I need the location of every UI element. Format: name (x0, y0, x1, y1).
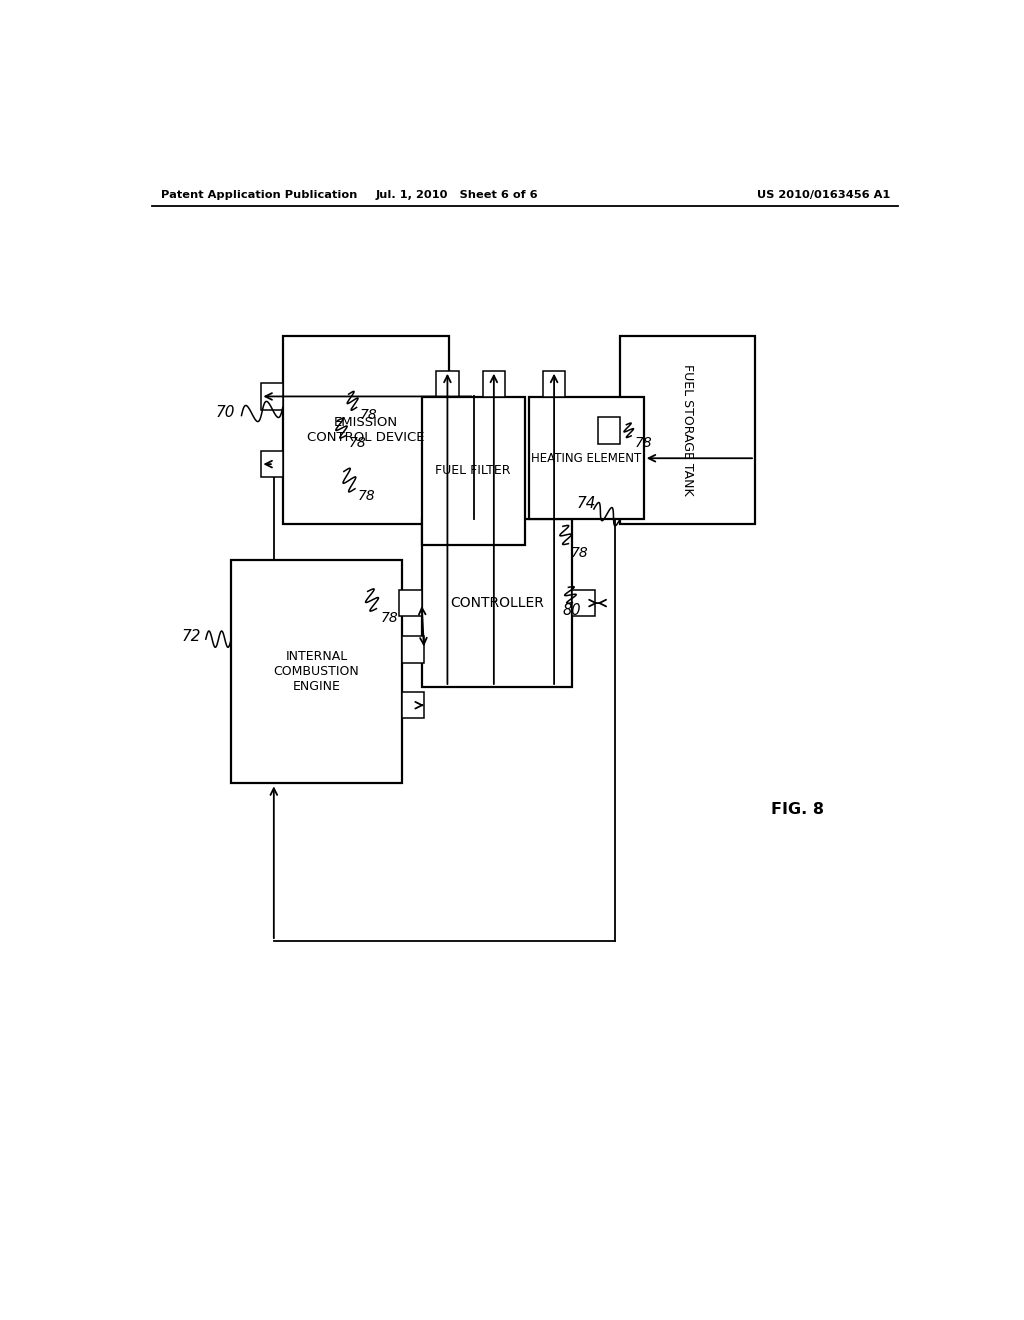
Text: 78: 78 (380, 611, 398, 624)
Text: Jul. 1, 2010   Sheet 6 of 6: Jul. 1, 2010 Sheet 6 of 6 (376, 190, 539, 201)
Text: 74: 74 (577, 496, 596, 511)
Bar (528, 397, 644, 519)
Bar (260, 383, 283, 409)
Bar (543, 371, 565, 397)
Text: EMISSION
CONTROL DEVICE: EMISSION CONTROL DEVICE (307, 416, 425, 445)
Text: US 2010/0163456 A1: US 2010/0163456 A1 (757, 190, 890, 201)
Bar (620, 337, 755, 524)
Text: FUEL STORAGE TANK: FUEL STORAGE TANK (681, 364, 694, 496)
Text: 78: 78 (358, 488, 376, 503)
Bar (260, 451, 283, 478)
Text: FIG. 8: FIG. 8 (771, 803, 824, 817)
Text: 78: 78 (570, 545, 589, 560)
Text: 80: 80 (562, 603, 581, 618)
Bar (572, 590, 595, 616)
Text: 78: 78 (634, 436, 652, 450)
Text: 78: 78 (359, 408, 378, 421)
Bar (231, 560, 401, 784)
Bar (598, 417, 621, 444)
Bar (422, 519, 572, 686)
Text: 70: 70 (215, 405, 234, 420)
Text: 72: 72 (182, 628, 202, 644)
Text: INTERNAL
COMBUSTION
ENGINE: INTERNAL COMBUSTION ENGINE (273, 651, 359, 693)
Bar (401, 636, 424, 663)
Text: FUEL FILTER: FUEL FILTER (435, 465, 511, 478)
Bar (283, 337, 450, 524)
Bar (401, 692, 424, 718)
Text: Patent Application Publication: Patent Application Publication (162, 190, 357, 201)
Bar (436, 371, 459, 397)
Bar (422, 397, 524, 545)
Text: 78: 78 (348, 436, 367, 450)
Text: CONTROLLER: CONTROLLER (451, 597, 544, 610)
Bar (399, 590, 422, 616)
Text: HEATING ELEMENT: HEATING ELEMENT (531, 451, 641, 465)
Bar (482, 371, 505, 397)
